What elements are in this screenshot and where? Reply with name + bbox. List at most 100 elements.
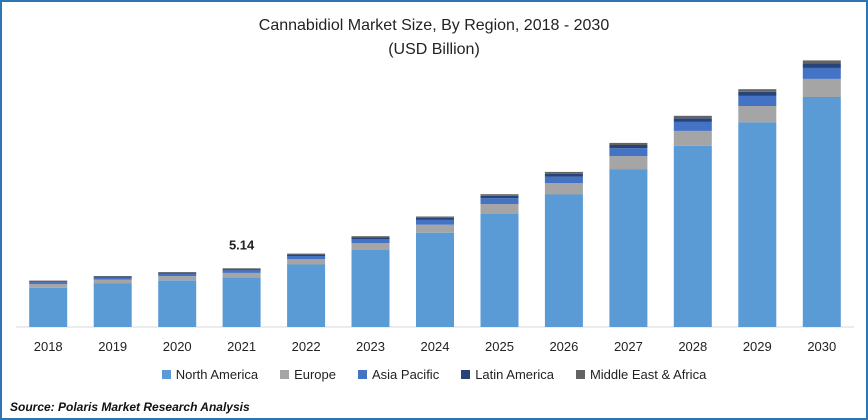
- source-note: Source: Polaris Market Research Analysis: [10, 400, 250, 414]
- bar-2028-middle-east-africa: [673, 115, 712, 119]
- bar-2021-north-america: [222, 277, 261, 327]
- bar-2027-north-america: [609, 169, 648, 327]
- x-tick-label: 2019: [98, 339, 127, 354]
- bar-2030-middle-east-africa: [802, 60, 841, 64]
- bar-2028-latin-america: [673, 118, 712, 122]
- bar-2021-europe: [222, 272, 261, 278]
- bar-2030-latin-america: [802, 63, 841, 68]
- bar-2029-north-america: [738, 122, 777, 328]
- bar-2019-middle-east-africa: [93, 276, 132, 277]
- bar-2030-europe: [802, 79, 841, 97]
- bar-2018-asia-pacific: [29, 282, 68, 285]
- x-tick-label: 2023: [356, 339, 385, 354]
- bar-2020-latin-america: [158, 272, 197, 274]
- bar-2018-latin-america: [29, 281, 68, 283]
- legend-swatch: [358, 370, 367, 379]
- bar-2026-north-america: [544, 194, 583, 327]
- x-tick-label: 2028: [678, 339, 707, 354]
- x-tick-label: 2030: [807, 339, 836, 354]
- legend-item-middle-east-africa: Middle East & Africa: [575, 367, 707, 382]
- bar-2019-latin-america: [93, 276, 132, 278]
- bar-2026-asia-pacific: [544, 176, 583, 184]
- legend-label: Europe: [294, 367, 336, 382]
- bar-2027-middle-east-africa: [609, 142, 648, 145]
- bar-2022-latin-america: [287, 254, 326, 256]
- bar-2024-north-america: [416, 232, 454, 327]
- x-tick-label: 2018: [34, 339, 63, 354]
- bar-2020-europe: [158, 276, 197, 281]
- bar-2025-europe: [480, 204, 519, 214]
- bar-2025-latin-america: [480, 195, 519, 199]
- bar-2030-north-america: [802, 97, 841, 327]
- x-tick-label: 2021: [227, 339, 256, 354]
- bar-2027-europe: [609, 156, 648, 169]
- bar-2019-asia-pacific: [93, 277, 132, 280]
- bar-2020-middle-east-africa: [158, 272, 197, 273]
- bar-2024-asia-pacific: [416, 219, 454, 225]
- bar-2024-latin-america: [416, 217, 454, 220]
- x-tick-label: 2024: [421, 339, 450, 354]
- bar-2023-latin-america: [351, 237, 390, 239]
- legend-label: North America: [175, 367, 259, 382]
- bar-2027-asia-pacific: [609, 148, 648, 157]
- bar-2022-middle-east-africa: [287, 253, 326, 255]
- legend-label: Asia Pacific: [372, 367, 440, 382]
- x-tick-label: 2022: [292, 339, 321, 354]
- bar-2023-north-america: [351, 249, 390, 327]
- bar-2029-europe: [738, 106, 777, 123]
- bar-2023-europe: [351, 243, 390, 250]
- bar-2019-europe: [93, 279, 132, 284]
- legend-item-asia-pacific: Asia Pacific: [358, 367, 439, 382]
- bar-2030-asia-pacific: [802, 67, 841, 79]
- legend-label: Middle East & Africa: [589, 367, 707, 382]
- bar-2020-north-america: [158, 280, 197, 327]
- bar-2026-europe: [544, 183, 583, 195]
- x-tick-label: 2029: [743, 339, 772, 354]
- bar-2019-north-america: [93, 283, 132, 327]
- bar-2029-middle-east-africa: [738, 89, 777, 92]
- chart-legend: North America Europe Asia Pacific Latin Ame…: [2, 367, 866, 382]
- bar-2025-asia-pacific: [480, 198, 519, 204]
- legend-label: Latin America: [475, 367, 554, 382]
- bar-2027-latin-america: [609, 145, 648, 149]
- bar-2021-asia-pacific: [222, 270, 261, 273]
- data-label-2021: 5.14: [229, 237, 255, 252]
- chart-subtitle: (USD Billion): [388, 41, 480, 58]
- bar-2029-asia-pacific: [738, 95, 777, 106]
- x-tick-label: 2020: [163, 339, 192, 354]
- bar-2023-asia-pacific: [351, 239, 390, 243]
- bar-2018-europe: [29, 284, 68, 288]
- legend-swatch: [280, 370, 290, 379]
- bar-2018-middle-east-africa: [29, 280, 68, 282]
- bar-2022-europe: [287, 259, 326, 265]
- bar-2028-asia-pacific: [673, 121, 712, 131]
- bar-2023-middle-east-africa: [351, 236, 390, 238]
- chart-title: Cannabidiol Market Size, By Region, 2018…: [258, 17, 610, 34]
- bar-2028-north-america: [673, 145, 712, 327]
- bar-2022-north-america: [287, 264, 326, 327]
- legend-item-north-america: North America: [161, 367, 259, 382]
- legend-item-latin-america: Latin America: [461, 367, 554, 382]
- bar-2029-latin-america: [738, 91, 777, 96]
- bar-2026-latin-america: [544, 173, 583, 177]
- bar-2018-north-america: [29, 287, 68, 327]
- legend-item-europe: Europe: [280, 367, 336, 382]
- bar-2022-asia-pacific: [287, 256, 326, 260]
- bar-2028-europe: [673, 130, 712, 146]
- legend-swatch: [461, 370, 471, 379]
- legend-swatch: [575, 370, 585, 379]
- x-tick-label: 2027: [614, 339, 643, 354]
- bar-2024-middle-east-africa: [416, 216, 454, 218]
- x-tick-label: 2026: [549, 339, 578, 354]
- bar-2021-middle-east-africa: [222, 268, 261, 270]
- bar-2025-middle-east-africa: [480, 194, 519, 196]
- bar-2020-asia-pacific: [158, 273, 197, 277]
- x-tick-label: 2025: [485, 339, 514, 354]
- bar-2021-latin-america: [222, 269, 261, 271]
- legend-swatch: [161, 370, 171, 379]
- bar-2024-europe: [416, 224, 454, 233]
- bar-2025-north-america: [480, 213, 519, 327]
- bar-2026-middle-east-africa: [544, 171, 583, 174]
